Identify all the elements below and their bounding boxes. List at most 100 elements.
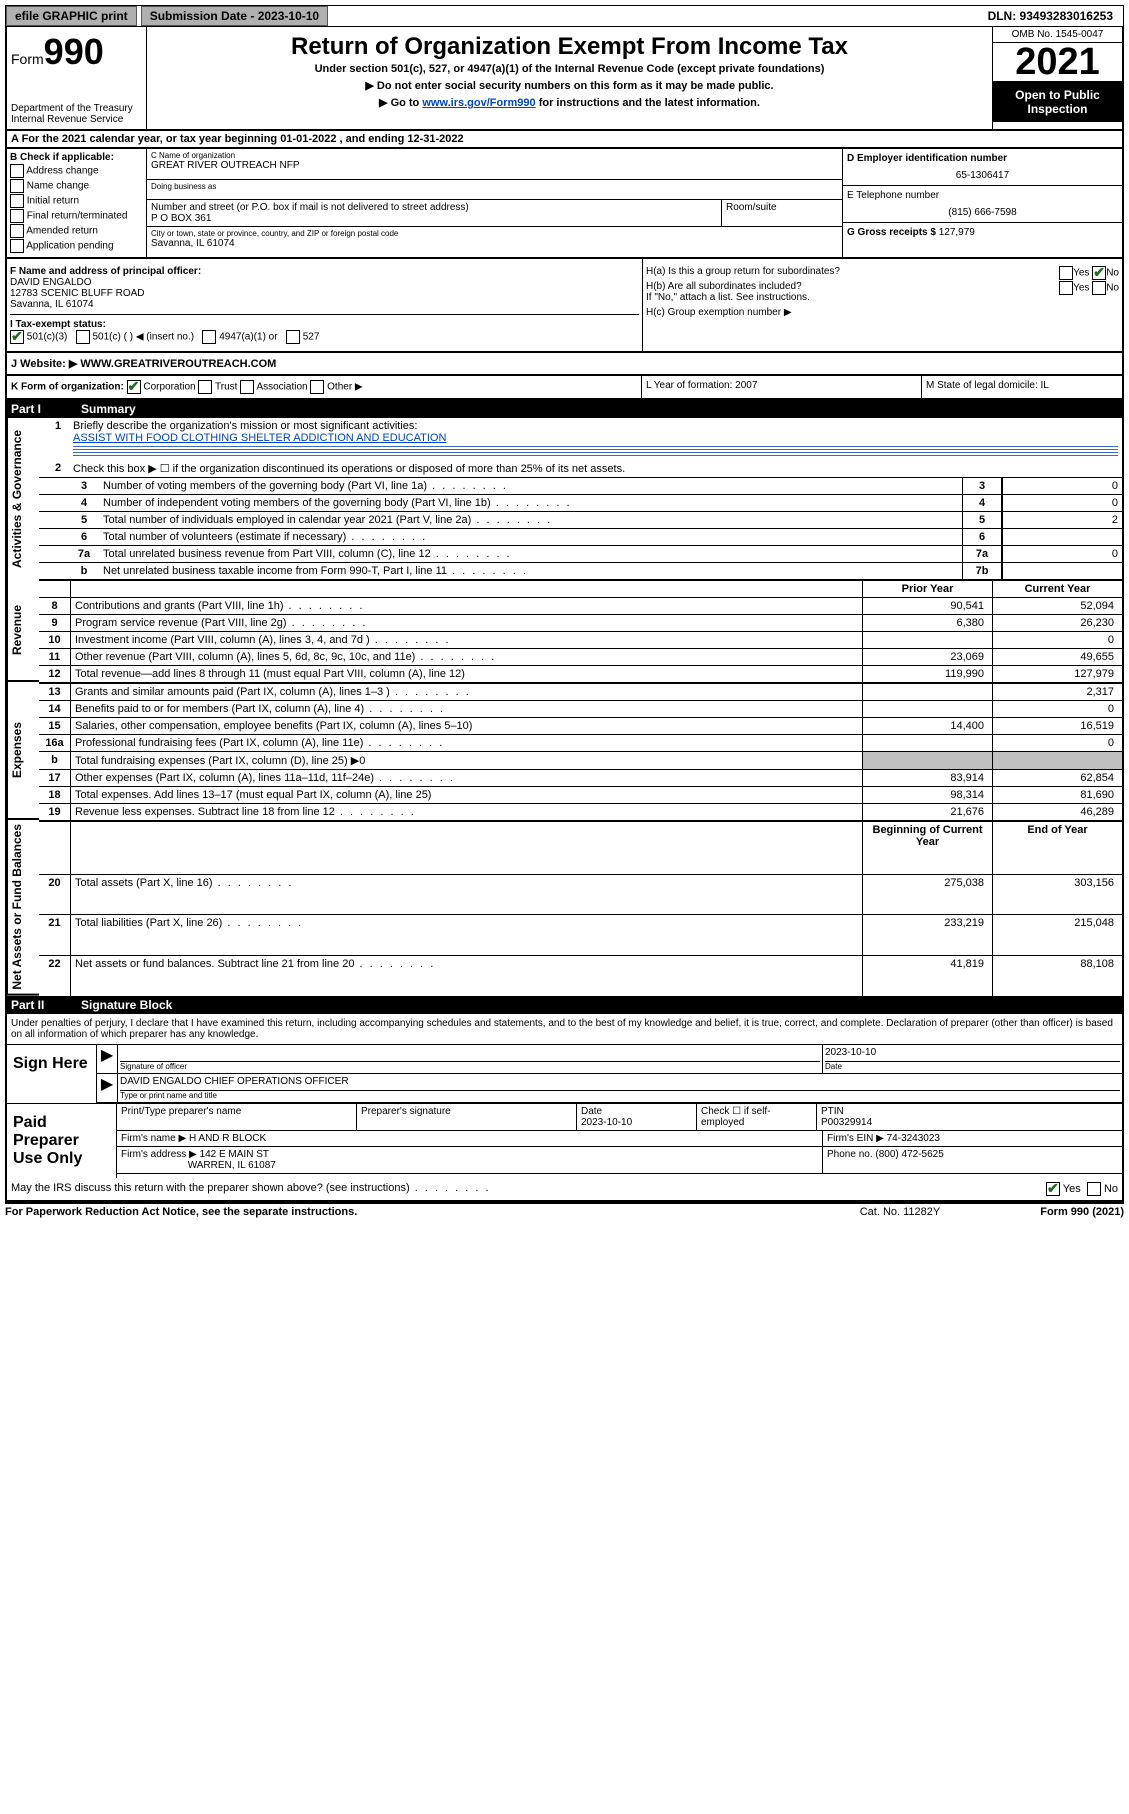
cb-name[interactable]: Name change	[10, 179, 143, 193]
cb-amended[interactable]: Amended return	[10, 224, 143, 238]
p12: 119,990	[862, 665, 992, 682]
n16a: 16a	[39, 734, 71, 751]
arrow-icon2: ▶	[97, 1074, 117, 1102]
paid-lbl: Paid Preparer Use Only	[7, 1104, 117, 1178]
form-ref: Form 990 (2021)	[1040, 1206, 1124, 1218]
l3: Number of voting members of the governin…	[99, 477, 962, 494]
n3: 3	[69, 477, 99, 494]
l7b: Net unrelated business taxable income fr…	[99, 562, 962, 579]
ha-no[interactable]	[1092, 266, 1106, 280]
g-gross: G Gross receipts $ 127,979	[843, 223, 1122, 242]
penalty: Under penalties of perjury, I declare th…	[7, 1014, 1122, 1045]
b-mid: C Name of organization GREAT RIVER OUTRE…	[147, 149, 842, 257]
ha-yes[interactable]	[1059, 266, 1073, 280]
row-j: J Website: ▶ WWW.GREATRIVEROUTREACH.COM	[5, 353, 1124, 376]
l14: Benefits paid to or for members (Part IX…	[71, 700, 862, 717]
p22: 41,819	[862, 955, 992, 996]
row-k: K Form of organization: Corporation Trus…	[5, 376, 1124, 400]
irs-link[interactable]: www.irs.gov/Form990	[422, 97, 535, 109]
cb-addr[interactable]: Address change	[10, 164, 143, 178]
cb-4947[interactable]	[202, 330, 216, 344]
cat-rev: Revenue	[7, 579, 39, 682]
n5: 5	[69, 511, 99, 528]
hdr-beg: Beginning of Current Year	[862, 820, 992, 874]
n11: 11	[39, 648, 71, 665]
n14: 14	[39, 700, 71, 717]
l6: Total number of volunteers (estimate if …	[99, 528, 962, 545]
firm-name: Firm's name ▶ H AND R BLOCK	[117, 1131, 822, 1147]
ph2: Preparer's signature	[357, 1104, 577, 1131]
n15: 15	[39, 717, 71, 734]
sig-officer-lbl: Signature of officer	[120, 1061, 820, 1071]
nc6: 6	[962, 528, 1002, 545]
v4: 0	[1002, 494, 1122, 511]
v7b	[1002, 562, 1122, 579]
l1-val[interactable]: ASSIST WITH FOOD CLOTHING SHELTER ADDICT…	[73, 432, 446, 444]
gov-content: 1 Briefly describe the organization's mi…	[39, 418, 1122, 579]
i-501c3: 501(c)(3)	[27, 332, 68, 343]
v6	[1002, 528, 1122, 545]
n1: 1	[43, 420, 73, 458]
cb-501c3[interactable]	[10, 330, 24, 344]
paid-grid: Paid Preparer Use Only Print/Type prepar…	[7, 1103, 1122, 1178]
n8: 8	[39, 597, 71, 614]
l16a: Professional fundraising fees (Part IX, …	[71, 734, 862, 751]
may-no[interactable]	[1087, 1182, 1101, 1196]
ph5: PTINP00329914	[817, 1104, 1122, 1131]
cb-other[interactable]	[310, 380, 324, 394]
may-yes[interactable]	[1046, 1182, 1060, 1196]
n10: 10	[39, 631, 71, 648]
tax-year: 2021	[993, 43, 1122, 82]
hdr-prior: Prior Year	[862, 579, 992, 597]
l19: Revenue less expenses. Subtract line 18 …	[71, 803, 862, 820]
footer: For Paperwork Reduction Act Notice, see …	[5, 1204, 1124, 1220]
cb-corp[interactable]	[127, 380, 141, 394]
cb-final[interactable]: Final return/terminated	[10, 209, 143, 223]
addr-row: Number and street (or P.O. box if mail i…	[147, 200, 842, 227]
v7a: 0	[1002, 545, 1122, 562]
addr-lbl: Number and street (or P.O. box if mail i…	[151, 202, 717, 213]
k-lbl: K Form of organization:	[11, 382, 124, 393]
efile-btn[interactable]: efile GRAPHIC print	[6, 6, 137, 26]
line1: 1 Briefly describe the organization's mi…	[39, 418, 1122, 460]
n2: 2	[43, 462, 73, 475]
hb-no[interactable]	[1092, 281, 1106, 295]
l10: Investment income (Part VIII, column (A)…	[71, 631, 862, 648]
d-lbl: D Employer identification number	[847, 153, 1118, 164]
hb-yes[interactable]	[1059, 281, 1073, 295]
n12: 12	[39, 665, 71, 682]
c15: 16,519	[992, 717, 1122, 734]
line2: 2 Check this box ▶ ☐ if the organization…	[39, 460, 1122, 477]
p19: 21,676	[862, 803, 992, 820]
main-table: Revenue Prior YearCurrent Year 8Contribu…	[5, 579, 1124, 996]
cb-501c[interactable]	[76, 330, 90, 344]
p9: 6,380	[862, 614, 992, 631]
f-addr1: 12783 SCENIC BLUFF ROAD	[10, 288, 145, 299]
g-val: 127,979	[939, 227, 975, 238]
i-527: 527	[303, 332, 320, 343]
b-title: B Check if applicable:	[10, 152, 143, 163]
sig-officer-field[interactable]: Signature of officer	[117, 1045, 822, 1073]
c22: 88,108	[992, 955, 1122, 996]
may-yn: Yes No	[1046, 1182, 1118, 1196]
cb-assoc[interactable]	[240, 380, 254, 394]
cb-app[interactable]: Application pending	[10, 239, 143, 253]
nc7b: 7b	[962, 562, 1002, 579]
open-public: Open to Public Inspection	[993, 82, 1122, 122]
l-year: L Year of formation: 2007	[642, 376, 922, 398]
sig-date-lbl: Date	[825, 1061, 1120, 1071]
n21: 21	[39, 914, 71, 955]
n13: 13	[39, 682, 71, 700]
cb-527[interactable]	[286, 330, 300, 344]
c19: 46,289	[992, 803, 1122, 820]
cb-trust[interactable]	[198, 380, 212, 394]
cb-initial[interactable]: Initial return	[10, 194, 143, 208]
hc: H(c) Group exemption number ▶	[646, 307, 1119, 318]
firm-ein: Firm's EIN ▶ 74-3243023	[822, 1131, 1122, 1147]
city-row: City or town, state or province, country…	[147, 227, 842, 257]
nc5: 5	[962, 511, 1002, 528]
note2-post: for instructions and the latest informat…	[536, 97, 760, 109]
subdate-btn[interactable]: Submission Date - 2023-10-10	[141, 6, 328, 26]
form-word: Form	[11, 51, 44, 67]
c17: 62,854	[992, 769, 1122, 786]
